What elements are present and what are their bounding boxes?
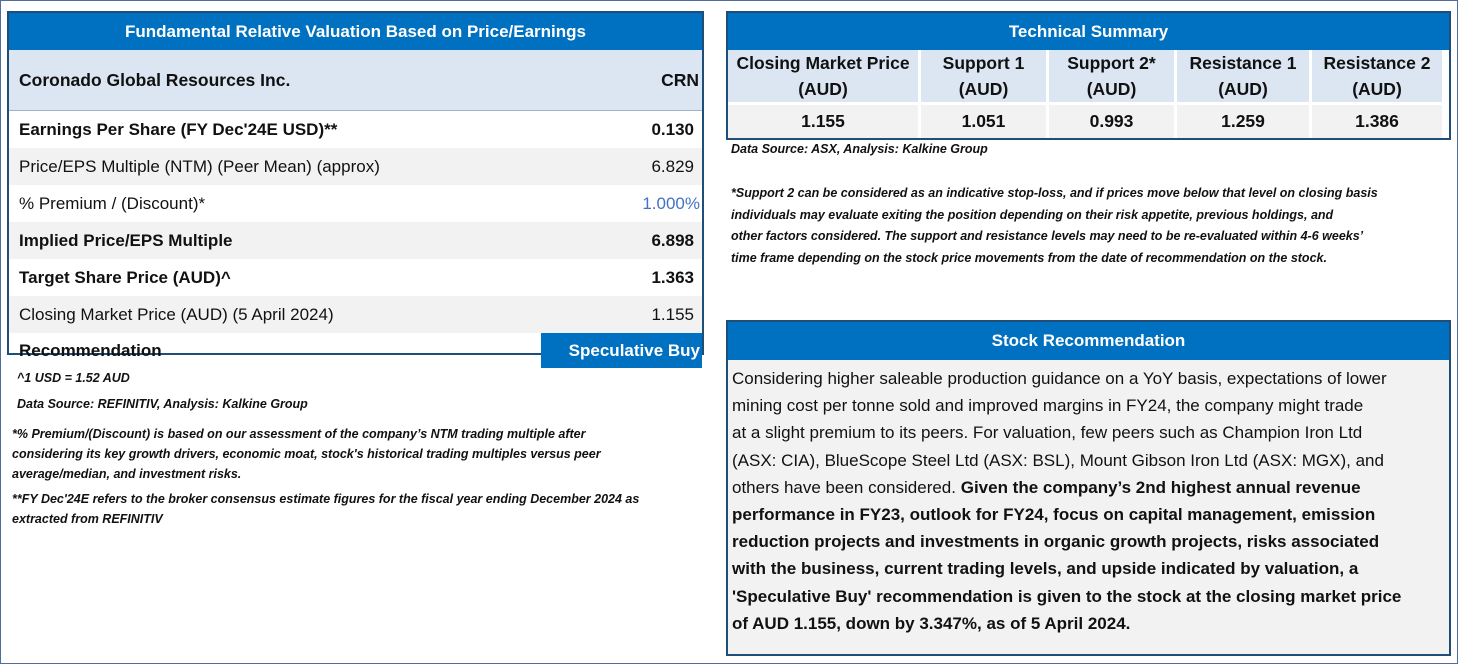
row-label: Closing Market Price (AUD) (5 April 2024… (19, 304, 334, 324)
premium-footnote: *% Premium/(Discount) is based on our as… (12, 424, 601, 484)
rec-line: others have been considered. Given the c… (732, 474, 1445, 501)
rec-line: Considering higher saleable production g… (732, 369, 1387, 388)
valuation-table: Fundamental Relative Valuation Based on … (7, 11, 704, 368)
rec-line: reduction projects and investments in or… (732, 532, 1380, 552)
technical-grid: Closing Market Price (AUD) 1.155 Support … (728, 50, 1449, 138)
company-name: Coronado Global Resources Inc. (19, 69, 291, 90)
row-label: Target Share Price (AUD)^ (19, 267, 231, 287)
rec-line: performance in FY23, outlook for FY24, f… (732, 505, 1376, 525)
fy-footnote: **FY Dec'24E refers to the broker consen… (12, 489, 639, 529)
col-header: Support 2* (AUD) (1049, 50, 1174, 102)
valuation-title: Fundamental Relative Valuation Based on … (9, 13, 702, 50)
col-header: Support 1 (AUD) (921, 50, 1046, 102)
col-value: 1.051 (921, 105, 1046, 138)
footnote-line: other factors considered. The support an… (731, 229, 1364, 243)
col-header: Resistance 1 (AUD) (1177, 50, 1309, 102)
footnote-line: extracted from REFINITIV (12, 512, 163, 526)
resistance-2-col: Resistance 2 (AUD) 1.386 (1312, 50, 1442, 138)
support-1-col: Support 1 (AUD) 1.051 (921, 50, 1046, 138)
row-value: 1.155 (651, 304, 694, 324)
recommendation-row: Recommendation Speculative Buy (9, 333, 702, 368)
footnote-line: average/median, and investment risks. (12, 467, 242, 481)
technical-data-source: Data Source: ASX, Analysis: Kalkine Grou… (731, 142, 988, 156)
implied-multiple-row: Implied Price/EPS Multiple 6.898 (9, 222, 702, 259)
eps-row: Earnings Per Share (FY Dec'24E USD)** 0.… (9, 111, 702, 148)
row-label: Implied Price/EPS Multiple (19, 230, 233, 250)
footnote-line: **FY Dec'24E refers to the broker consen… (12, 492, 640, 506)
rec-line: 'Speculative Buy' recommendation is give… (732, 586, 1402, 606)
col-value: 1.155 (728, 105, 918, 138)
rec-line: mining cost per tonne sold and improved … (732, 396, 1364, 416)
row-label: % Premium / (Discount)* (19, 193, 206, 213)
row-value: 6.829 (651, 156, 694, 176)
stock-rec-text: Considering higher saleable production g… (728, 360, 1449, 637)
company-row: Coronado Global Resources Inc. CRN (9, 50, 702, 111)
row-value: 1.000% (642, 193, 700, 213)
row-label: Earnings Per Share (FY Dec'24E USD)** (19, 119, 338, 139)
pe-multiple-row: Price/EPS Multiple (NTM) (Peer Mean) (ap… (9, 148, 702, 185)
premium-row: % Premium / (Discount)* 1.000% (9, 185, 702, 222)
stock-rec-title: Stock Recommendation (728, 322, 1449, 360)
closing-price-col: Closing Market Price (AUD) 1.155 (728, 50, 918, 138)
footnote-line: considering its key growth drivers, econ… (12, 447, 601, 461)
col-header: Resistance 2 (AUD) (1312, 50, 1442, 102)
resistance-1-col: Resistance 1 (AUD) 1.259 (1177, 50, 1309, 138)
target-price-row: Target Share Price (AUD)^ 1.363 (9, 259, 702, 296)
col-value: 1.386 (1312, 105, 1442, 138)
left-data-source: Data Source: REFINITIV, Analysis: Kalkin… (17, 397, 308, 411)
technical-title: Technical Summary (728, 13, 1449, 50)
support-2-col: Support 2* (AUD) 0.993 (1049, 50, 1174, 138)
fx-note: ^1 USD = 1.52 AUD (17, 371, 130, 385)
rec-line: of AUD 1.155, down by 3.347%, as of 5 Ap… (732, 613, 1131, 633)
footnote-line: time frame depending on the stock price … (731, 250, 1327, 265)
row-label: Recommendation (19, 340, 162, 360)
col-header: Closing Market Price (AUD) (728, 50, 918, 102)
rec-line: at a slight premium to its peers. For va… (732, 423, 1363, 443)
col-value: 0.993 (1049, 105, 1174, 138)
rec-line-bold: Given the company’s 2nd highest annual r… (960, 477, 1361, 497)
row-value: 0.130 (651, 119, 694, 139)
rec-line: (ASX: CIA), BlueScope Steel Ltd (ASX: BS… (732, 450, 1384, 470)
row-value: 1.363 (651, 267, 694, 287)
recommendation-badge: Speculative Buy (541, 333, 702, 368)
row-value: 6.898 (651, 230, 694, 250)
footnote-line: *% Premium/(Discount) is based on our as… (12, 427, 586, 441)
rec-line-plain: others have been considered. (732, 477, 961, 497)
footnote-line: individuals may evaluate exiting the pos… (731, 207, 1334, 222)
col-value: 1.259 (1177, 105, 1309, 138)
closing-price-row: Closing Market Price (AUD) (5 April 2024… (9, 296, 702, 333)
row-label: Price/EPS Multiple (NTM) (Peer Mean) (ap… (19, 156, 380, 176)
stock-recommendation-box: Stock Recommendation Considering higher … (726, 320, 1451, 656)
ticker: CRN (661, 69, 699, 90)
technical-summary-table: Technical Summary Closing Market Price (A… (726, 11, 1451, 140)
support-footnote: *Support 2 can be considered as an indic… (731, 183, 1378, 269)
footnote-line: *Support 2 can be considered as an indic… (731, 186, 1378, 200)
rec-line: with the business, current trading level… (732, 559, 1359, 579)
